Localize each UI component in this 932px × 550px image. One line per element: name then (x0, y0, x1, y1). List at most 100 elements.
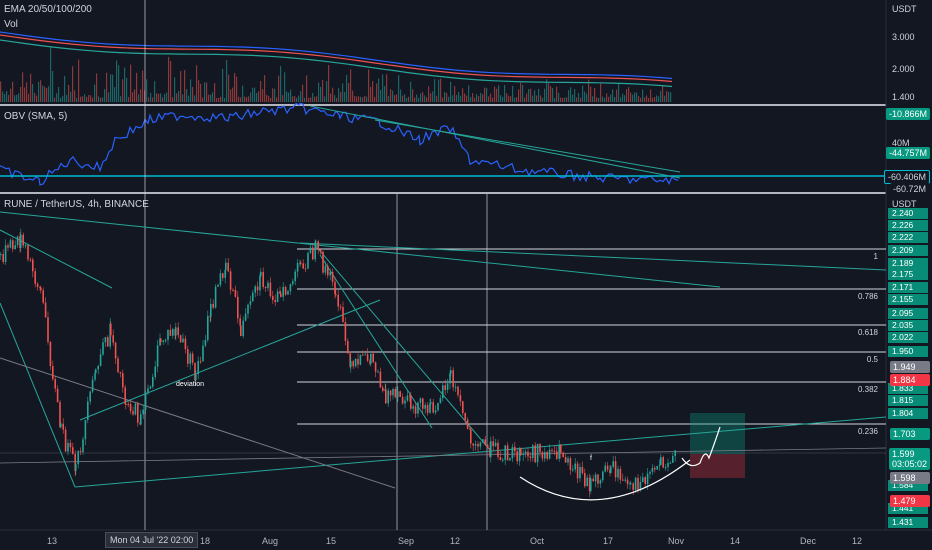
obv-indicator-title[interactable]: OBV (SMA, 5) (4, 111, 68, 122)
volume-bar (6, 91, 8, 102)
volume-indicator-title[interactable]: Vol (4, 19, 18, 30)
volume-bar (18, 93, 20, 102)
volume-bar (496, 88, 498, 102)
volume-bar (240, 97, 242, 102)
candle-body (312, 247, 314, 260)
volume-bar (188, 95, 190, 102)
candle-body (34, 271, 36, 284)
candle-body (479, 442, 482, 447)
volume-bar (82, 96, 84, 102)
volume-bar (390, 89, 392, 102)
volume-bar (200, 83, 202, 102)
candle-body (370, 353, 372, 364)
volume-bar (182, 94, 184, 102)
candle-body (385, 389, 387, 404)
volume-bar (384, 86, 386, 102)
stop-loss-zone[interactable] (690, 454, 745, 478)
volume-bar (226, 60, 228, 102)
projection-path[interactable] (681, 426, 721, 467)
candle-body (149, 386, 152, 389)
volume-bar (432, 91, 434, 102)
time-label-nov: Nov (668, 536, 685, 546)
candle-body (482, 439, 484, 443)
trendline-drop-1[interactable] (314, 244, 491, 451)
candle-body (112, 335, 114, 343)
candle-body (572, 469, 574, 471)
trendline-channel-low[interactable] (79, 299, 381, 421)
volume-bar (446, 92, 448, 102)
candle-body (154, 366, 156, 377)
price-axis-label-bg (888, 282, 928, 293)
volume-bar (186, 89, 188, 102)
volume-bar (608, 96, 610, 102)
trendline-descending-top[interactable] (0, 211, 721, 288)
candle-body (47, 317, 49, 342)
fib-retracement[interactable]: 1 0.786 0.618 0.5 0.382 0.236 (297, 248, 886, 436)
candle-body (474, 444, 477, 446)
candle-body (69, 442, 72, 448)
candle-body (59, 402, 61, 428)
fib-level-label: 0.5 (867, 355, 879, 364)
volume-bar (162, 97, 164, 102)
volume-bar (96, 73, 98, 102)
volume-bar (46, 87, 48, 102)
volume-bar (354, 96, 356, 102)
volume-bar (524, 97, 526, 102)
trendline-grey-flat[interactable] (0, 447, 887, 464)
volume-bar (154, 81, 156, 102)
candle-body (410, 395, 412, 409)
candle-body (581, 466, 584, 474)
volume-bar (424, 95, 426, 102)
main-unit-label: USDT (892, 199, 917, 209)
time-label-12b: 12 (852, 536, 863, 546)
volume-bar (650, 89, 652, 102)
rounding-bottom-curve[interactable] (519, 459, 691, 501)
volume-bar (172, 97, 174, 102)
candle-body (199, 361, 202, 363)
time-label-14: 14 (730, 536, 741, 546)
volume-bar (306, 75, 308, 102)
volume-bar (66, 94, 68, 102)
fib-level-label: 0.236 (858, 427, 879, 436)
obv-trendline-2[interactable] (374, 119, 681, 173)
time-label-aug: Aug (262, 536, 279, 546)
volume-bar (442, 97, 444, 102)
symbol-title[interactable]: RUNE / TetherUS, 4h, BINANCE (4, 199, 149, 210)
trendline-resistance[interactable] (299, 242, 887, 271)
ema-indicator-title[interactable]: EMA 20/50/100/200 (4, 4, 92, 15)
volume-bar (330, 93, 332, 102)
volume-bar (518, 89, 520, 102)
trendline-left-support[interactable] (0, 302, 76, 488)
obv-trendline-1[interactable] (309, 105, 681, 179)
volume-bar (62, 95, 64, 102)
trendline-grey[interactable] (0, 357, 396, 489)
volume-bar (130, 64, 132, 102)
volume-bar (398, 75, 400, 102)
candle-body (556, 451, 558, 459)
candle-body (592, 478, 594, 482)
volume-bars (0, 47, 672, 102)
volume-bar (572, 94, 574, 102)
volume-bar (546, 79, 548, 102)
candle-body (449, 373, 451, 384)
price-axis-label: 2.155 (892, 294, 914, 304)
volume-bar (568, 90, 570, 102)
candle-body (654, 467, 656, 470)
candle-body (532, 445, 534, 458)
volume-bar (486, 87, 488, 102)
trendline-support[interactable] (74, 416, 887, 488)
candle-body (499, 457, 502, 461)
candle-body (164, 339, 167, 341)
volume-bar (198, 80, 200, 102)
volume-bar (582, 85, 584, 102)
trendline-drop-2[interactable] (319, 254, 433, 429)
volume-bar (358, 96, 360, 102)
candle-body (52, 366, 54, 380)
candle-body (107, 337, 109, 347)
trendline-short[interactable] (0, 229, 113, 289)
price-axis-label: 2.209 (892, 245, 914, 255)
candle-body (646, 473, 649, 484)
candle-body (339, 306, 342, 308)
